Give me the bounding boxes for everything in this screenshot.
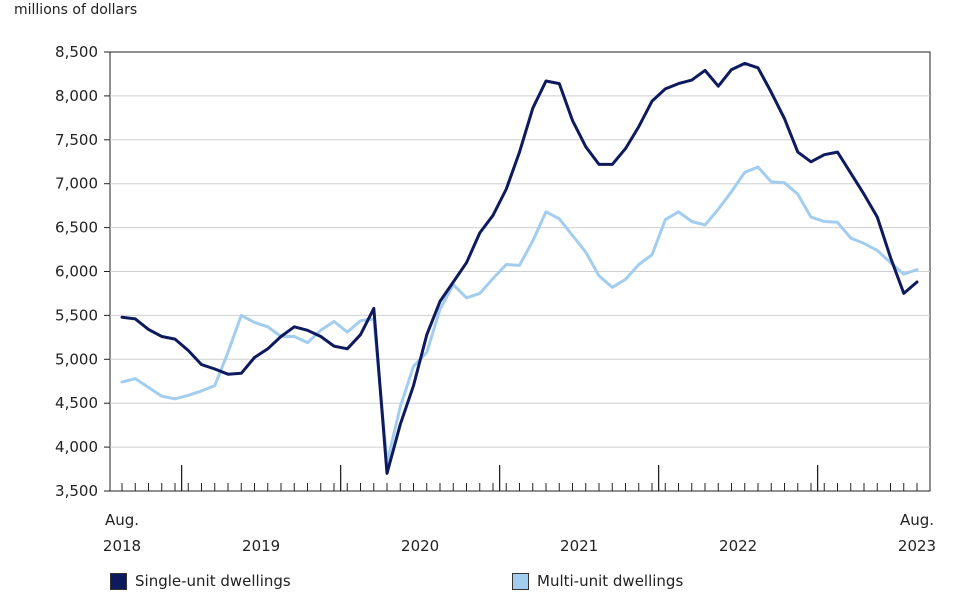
legend-swatch-multi-unit bbox=[512, 572, 529, 590]
x-tick-label: 2021 bbox=[560, 537, 598, 555]
y-tick-label: 4,500 bbox=[55, 394, 98, 412]
legend-single-unit: Single-unit dwellings bbox=[110, 572, 291, 590]
x-tick-label: 2023 bbox=[898, 537, 936, 555]
y-tick-label: 5,500 bbox=[55, 306, 98, 324]
series-line-multi-unit bbox=[120, 165, 919, 465]
y-tick-label: 8,000 bbox=[55, 87, 98, 105]
y-tick-label: 8,500 bbox=[55, 43, 98, 61]
legend-label-single-unit: Single-unit dwellings bbox=[135, 572, 291, 590]
series-line-single-unit bbox=[120, 61, 919, 475]
legend-label-multi-unit: Multi-unit dwellings bbox=[537, 572, 684, 590]
x-tick-label: 2018 bbox=[103, 537, 141, 555]
legend-swatch-single-unit bbox=[110, 572, 127, 590]
y-axis-unit-label: millions of dollars bbox=[14, 2, 138, 18]
x-tick-label: 2020 bbox=[401, 537, 439, 555]
x-tick-label: Aug. bbox=[900, 511, 934, 529]
x-tick-label: 2022 bbox=[719, 537, 757, 555]
y-tick-label: 7,000 bbox=[55, 175, 98, 193]
y-tick-label: 3,500 bbox=[55, 482, 98, 500]
y-tick-label: 6,500 bbox=[55, 219, 98, 237]
y-tick-label: 4,000 bbox=[55, 438, 98, 456]
x-tick-label: 2019 bbox=[242, 537, 280, 555]
y-tick-label: 5,000 bbox=[55, 350, 98, 368]
legend-multi-unit: Multi-unit dwellings bbox=[512, 572, 683, 590]
x-tick-label: Aug. bbox=[105, 511, 139, 529]
y-tick-label: 7,500 bbox=[55, 131, 98, 149]
y-tick-label: 6,000 bbox=[55, 263, 98, 281]
